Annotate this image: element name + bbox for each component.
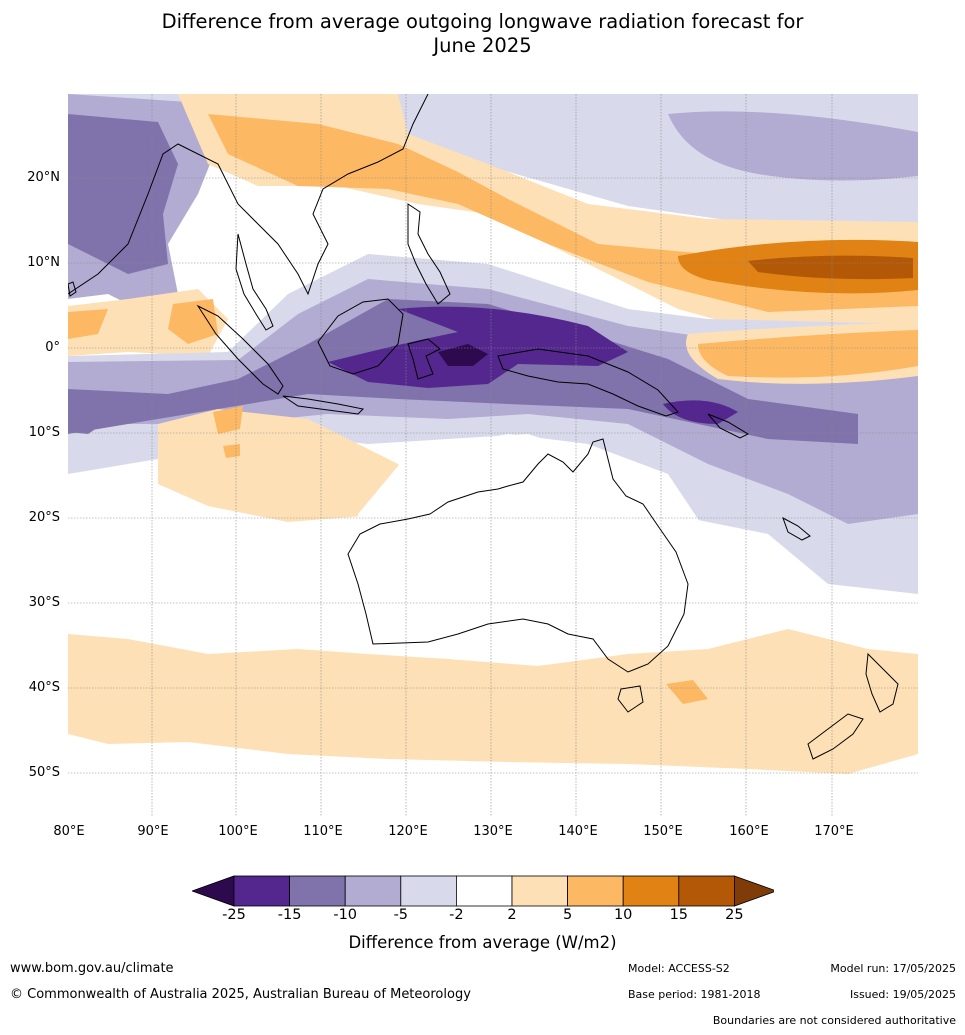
lon-label-90e: 90°E <box>137 824 169 839</box>
coast-tasmania <box>617 685 644 713</box>
model-name: Model: ACCESS-S2 <box>628 962 730 975</box>
coast-sri-lanka <box>68 281 77 297</box>
anomaly-map <box>68 94 918 816</box>
colorbar-segment <box>678 875 735 907</box>
website-link[interactable]: www.bom.gov.au/climate <box>10 961 174 976</box>
coast-new-caledonia <box>782 516 811 541</box>
coast-philippines <box>407 203 451 305</box>
lon-label-140e: 140°E <box>558 824 598 839</box>
chart-title: Difference from average outgoing longwav… <box>0 10 965 58</box>
base-period: Base period: 1981-2018 <box>628 988 761 1001</box>
colorbar-segments <box>192 875 774 907</box>
colorbar-tick-label: -2 <box>449 907 464 923</box>
colorbar-label: Difference from average (W/m2) <box>348 933 617 952</box>
lat-label-20n: 20°N <box>27 170 60 185</box>
colorbar <box>192 875 774 907</box>
lon-label-100e: 100°E <box>218 824 258 839</box>
zone-positive-core-west-sumatra <box>68 299 218 344</box>
coast-new-zealand-south <box>807 713 864 760</box>
zone-moderate-negative-northeast <box>668 111 918 181</box>
model-run-date: Model run: 17/05/2025 <box>830 962 956 975</box>
colorbar-segment <box>622 875 680 907</box>
coast-java <box>282 395 365 415</box>
zone-positive-south-tasman <box>666 680 708 704</box>
zone-slight-positive-southern-ocean <box>68 629 918 774</box>
copyright-text: © Commonwealth of Australia 2025, Austra… <box>10 987 471 1002</box>
colorbar-tick-label: 15 <box>669 907 689 923</box>
zone-extreme-negative-core <box>438 344 488 366</box>
coastlines <box>68 94 899 760</box>
colorbar-tick-label: -10 <box>333 907 358 923</box>
lon-label-120e: 120°E <box>388 824 428 839</box>
lon-label-110e: 110°E <box>303 824 343 839</box>
lat-label-10s: 10°S <box>28 425 60 440</box>
colorbar-tick-label: 5 <box>562 907 573 923</box>
zone-very-strong-negative-maritime-continent <box>328 306 628 388</box>
colorbar-segment <box>511 875 568 907</box>
zone-strong-negative-northwest <box>68 114 178 274</box>
colorbar-segment <box>567 875 624 907</box>
lat-label-20s: 20°S <box>28 510 60 525</box>
colorbar-tick-label: -15 <box>277 907 302 923</box>
title-line-1: Difference from average outgoing longwav… <box>161 10 804 33</box>
coast-malay-peninsula <box>235 233 274 331</box>
colorbar-segment <box>344 875 402 907</box>
zone-neutral-australia <box>358 434 718 634</box>
colorbar-segment <box>400 875 457 907</box>
coast-new-zealand-north <box>865 652 899 713</box>
map-gridlines <box>68 94 918 816</box>
zone-positive-south-indian-ocean <box>213 406 243 458</box>
lon-label-130e: 130°E <box>473 824 513 839</box>
lon-label-170e: 170°E <box>814 824 854 839</box>
zone-positive-east-pacific <box>698 330 918 378</box>
zone-strong-negative-indian-ocean <box>68 394 103 434</box>
colorbar-tick-label: -5 <box>393 907 409 923</box>
colorbar-tick-label: 2 <box>507 907 517 923</box>
lon-label-80e: 80°E <box>53 824 85 839</box>
coast-sulawesi <box>407 338 441 380</box>
lat-label-30s: 30°S <box>28 595 60 610</box>
lat-label-10n: 10°N <box>27 255 60 270</box>
lat-label-0: 0° <box>45 340 60 355</box>
lon-label-150e: 150°E <box>643 824 683 839</box>
lon-label-160e: 160°E <box>729 824 769 839</box>
coast-borneo <box>317 298 404 375</box>
colorbar-tick-label: 10 <box>613 907 633 923</box>
lat-label-50s: 50°S <box>28 765 60 780</box>
coast-australia <box>347 438 689 673</box>
colorbar-segment <box>289 875 346 907</box>
colorbar-segment <box>233 875 290 907</box>
zone-slight-positive-south-indian-ocean <box>158 409 428 522</box>
coast-solomon-islands <box>707 413 750 439</box>
colorbar-extend-high <box>734 875 774 907</box>
coast-new-guinea <box>497 348 679 417</box>
colorbar-segment <box>455 875 513 907</box>
zone-very-strong-positive-north <box>748 255 913 280</box>
issued-date: Issued: 19/05/2025 <box>849 988 956 1001</box>
colorbar-tick-label: 25 <box>725 907 744 923</box>
colorbar-tick-label: -25 <box>222 907 246 923</box>
colorbar-extend-low <box>192 875 235 907</box>
coast-sumatra <box>196 304 284 395</box>
lat-label-40s: 40°S <box>28 680 60 695</box>
title-line-2: June 2025 <box>433 34 532 57</box>
map-area <box>68 94 918 816</box>
coast-asia-mainland <box>68 94 429 296</box>
boundaries-note: Boundaries are not considered authoritat… <box>712 1014 956 1027</box>
